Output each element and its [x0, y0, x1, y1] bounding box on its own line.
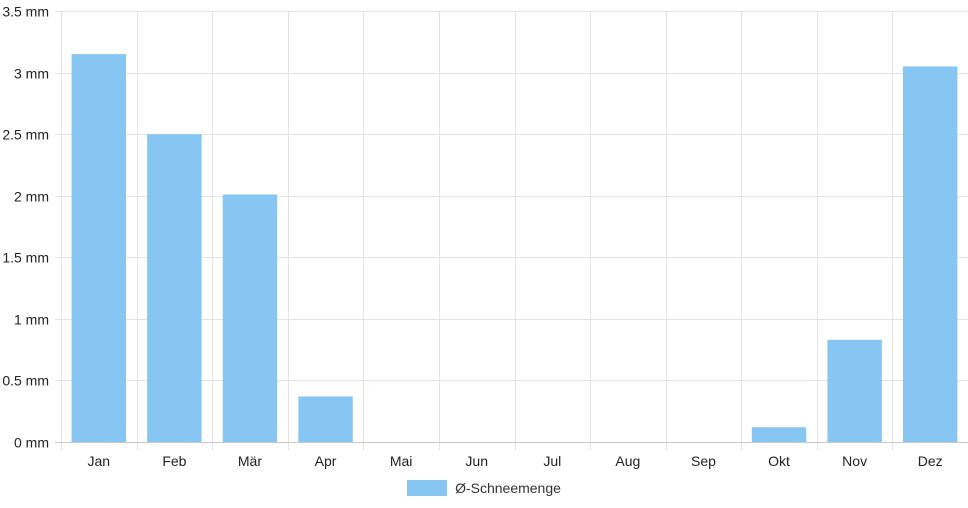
- y-tick-label: 0 mm: [14, 435, 49, 451]
- x-tick-label: Mai: [390, 453, 413, 469]
- y-tick-label: 2.5 mm: [2, 127, 49, 143]
- grid: [55, 11, 968, 450]
- x-tick-label: Jan: [88, 453, 111, 469]
- x-tick-label: Jun: [465, 453, 488, 469]
- bar: [147, 134, 202, 442]
- y-tick-label: 2 mm: [14, 189, 49, 205]
- x-tick-label: Nov: [842, 453, 867, 469]
- y-axis-tick-labels: 0 mm 0.5 mm 1 mm 1.5 mm 2 mm 2.5 mm 3 mm 3.5 mm: [2, 4, 49, 451]
- legend-label: Ø-Schneemenge: [455, 480, 561, 496]
- y-tick-label: 3 mm: [14, 66, 49, 82]
- x-tick-label: Apr: [315, 453, 337, 469]
- legend-swatch: [407, 480, 448, 496]
- y-tick-label: 3.5 mm: [2, 4, 49, 20]
- bar: [298, 396, 353, 442]
- y-tick-label: 1 mm: [14, 312, 49, 328]
- x-tick-label: Okt: [768, 453, 790, 469]
- x-tick-label: Aug: [615, 453, 640, 469]
- legend: Ø-Schneemenge: [0, 480, 968, 496]
- y-tick-label: 1.5 mm: [2, 250, 49, 266]
- bars: [71, 54, 958, 443]
- bar: [827, 339, 882, 442]
- x-tick-label: Sep: [691, 453, 716, 469]
- x-tick-label: Jul: [543, 453, 561, 469]
- x-tick-label: Mär: [238, 453, 262, 469]
- x-axis-tick-labels: Jan Feb Mär Apr Mai Jun Jul Aug Sep Okt Nov Dez: [88, 453, 943, 469]
- x-tick-label: Dez: [918, 453, 943, 469]
- bar: [71, 54, 127, 442]
- bar: [751, 427, 807, 442]
- y-tick-label: 0.5 mm: [2, 373, 49, 389]
- x-tick-label: Feb: [162, 453, 186, 469]
- bar: [902, 66, 958, 443]
- bar: [222, 194, 278, 442]
